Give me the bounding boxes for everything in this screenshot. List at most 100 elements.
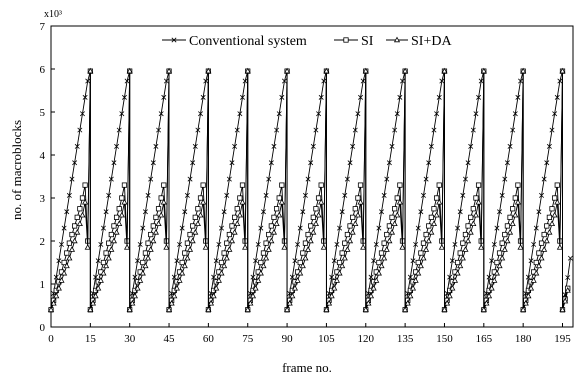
data-point [268,223,274,229]
data-point [420,192,426,198]
data-point [92,292,99,299]
data-point [313,127,319,133]
data-point [388,228,396,235]
data-point [291,284,299,291]
data-point [431,127,437,133]
data-point [467,228,474,235]
data-point [263,192,269,198]
data-point [187,176,193,182]
data-point [295,241,301,247]
x-tick-label: 30 [124,333,136,345]
data-point [541,176,547,182]
data-point [260,250,267,256]
data-point [460,192,466,198]
data-point [439,78,445,84]
data-point [491,277,498,283]
data-point [515,94,521,100]
y-multiplier-label: x10³ [44,9,62,20]
data-point [433,195,440,201]
plot-frame [50,25,574,328]
data-point [224,240,230,246]
x-tick-label: 0 [48,333,54,345]
data-point [294,277,301,283]
data-point [430,220,438,226]
data-point [358,94,364,100]
data-point [148,231,154,238]
data-point [517,244,524,250]
data-point [119,111,125,117]
data-point [279,182,285,188]
data-point [355,111,361,117]
data-point [116,220,123,226]
x-tick-label: 15 [85,333,97,345]
data-point [108,246,115,252]
data-point [236,211,243,218]
data-point [499,240,505,246]
data-point [567,255,573,261]
data-point [559,306,566,312]
data-point [420,240,427,246]
data-point [195,127,201,133]
data-point [457,209,463,215]
data-point [232,143,238,149]
data-point [396,198,403,205]
x-tick-label: 90 [282,333,294,345]
data-point [346,237,354,244]
data-point [273,220,280,226]
data-point [434,111,440,117]
data-point [428,214,434,220]
data-point [250,274,256,280]
data-point [389,214,395,220]
data-point [415,225,421,231]
data-point [66,192,72,198]
data-point [124,78,130,84]
data-point [171,274,177,280]
data-point [147,246,154,252]
legend-item: SI [334,34,374,49]
data-point [446,292,453,299]
data-point [552,111,558,117]
data-point [541,231,547,238]
data-point [386,223,392,229]
data-point [71,237,78,244]
data-point [82,182,88,188]
data-point [352,220,359,226]
data-point [142,209,148,215]
data-point [289,292,296,299]
data-point [496,262,503,269]
data-point [454,269,461,276]
data-point [339,209,345,215]
data-point [190,223,196,229]
data-point [308,223,314,229]
data-point [462,176,468,182]
data-point [137,277,144,283]
data-point [339,262,346,269]
data-point [342,240,348,246]
data-point [257,269,264,276]
data-point [153,214,159,220]
legend: Conventional system SI SI+DA [162,34,452,49]
data-point [475,198,482,205]
data-point [328,292,335,299]
data-point [336,269,343,276]
data-point [404,299,411,306]
data-point [161,94,167,100]
data-point [325,299,333,306]
data-point [407,274,413,280]
data-point [72,160,78,166]
data-point [315,195,322,201]
data-point [507,143,513,149]
data-point [539,192,545,198]
data-point [367,292,375,299]
data-point [155,206,162,212]
data-point [286,299,293,306]
data-point [378,250,385,256]
data-point [266,231,272,238]
data-point [504,237,511,244]
data-point [302,254,309,261]
data-point [462,246,469,252]
data-point [381,192,387,198]
data-point [168,299,175,306]
data-point [418,209,424,215]
